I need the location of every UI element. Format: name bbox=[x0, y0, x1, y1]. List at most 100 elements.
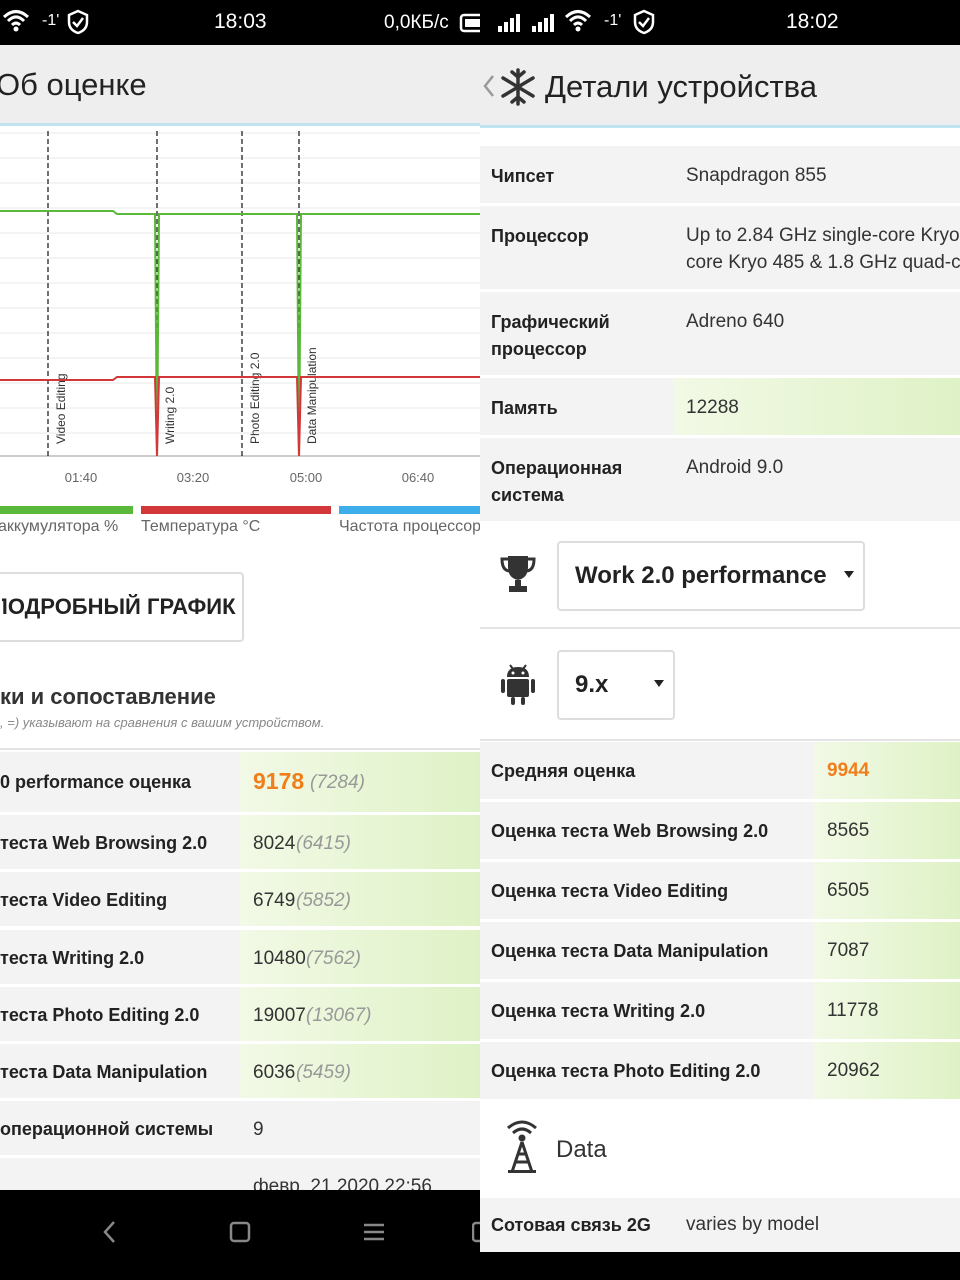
score-row: Оценка теста Photo Editing 2.0 20962 bbox=[480, 1042, 960, 1102]
spec-row: Чипсет Snapdragon 855 bbox=[480, 146, 960, 206]
score-value: 20962 bbox=[827, 1060, 880, 1081]
spec-value: Android 9.0 bbox=[686, 454, 783, 481]
comparison-value: (13067) bbox=[306, 1005, 372, 1026]
status-bar: -1' 18:03 0,0КБ/с bbox=[0, 0, 480, 45]
score-value-cell: 11778 bbox=[813, 982, 960, 1039]
comparison-value: (5852) bbox=[296, 890, 351, 911]
divider bbox=[480, 627, 960, 629]
comparison-value: (7284) bbox=[310, 772, 365, 793]
spec-value-line: Adreno 640 bbox=[686, 311, 785, 332]
score-value-cell: 19007 (13067) bbox=[240, 987, 480, 1041]
spec-value-line: 12288 bbox=[686, 397, 739, 418]
data-section-title: Data bbox=[556, 1136, 607, 1163]
dropdown-arrow-icon bbox=[653, 676, 665, 694]
back-nav-icon[interactable] bbox=[100, 1218, 120, 1253]
score-label: Оценка теста Web Browsing 2.0 bbox=[491, 821, 769, 841]
cellular-2g-value: varies by model bbox=[686, 1214, 820, 1235]
spec-label-line: процессор bbox=[491, 339, 587, 359]
detailed-graph-button[interactable]: ПОДРОБНЫЙ ГРАФИК bbox=[0, 572, 244, 642]
back-chevron-icon[interactable] bbox=[482, 73, 496, 104]
test-marker-label: Video Editing bbox=[54, 374, 68, 445]
spec-label: Операционная система bbox=[491, 455, 622, 509]
battery-chart: Video Editing Writing 2.0 Photo Editing 2.… bbox=[0, 126, 480, 486]
spec-value: 12288 bbox=[686, 394, 739, 421]
score-label: теста Data Manipulation bbox=[0, 1062, 208, 1082]
spec-row: Память 12288 bbox=[480, 378, 960, 438]
score-row: теста Photo Editing 2.0 19007 (13067) bbox=[0, 987, 480, 1044]
score-value: 11778 bbox=[827, 1000, 879, 1021]
detailed-graph-button-label: ПОДРОБНЫЙ ГРАФИК bbox=[0, 594, 236, 619]
navigation-bar bbox=[0, 1190, 480, 1280]
score-row: теста Video Editing 6749 (5852) bbox=[0, 872, 480, 929]
spec-value-line: Android 9.0 bbox=[686, 457, 784, 478]
score-value: 9 bbox=[253, 1119, 264, 1140]
signal-icon-2 bbox=[530, 12, 560, 38]
wifi-icon bbox=[564, 8, 592, 40]
score-row: Оценка теста Writing 2.0 11778 bbox=[480, 982, 960, 1042]
bottom-bar bbox=[480, 1252, 960, 1280]
legend-frequency-label: Частота процессора bbox=[339, 518, 480, 535]
spec-label-line: Операционная bbox=[491, 458, 623, 478]
score-value: 6505 bbox=[827, 880, 870, 901]
spec-label-line: Процессор bbox=[491, 226, 589, 246]
clock: 18:03 bbox=[214, 10, 267, 33]
spec-label: Чипсет bbox=[491, 163, 554, 190]
score-row: Оценка теста Data Manipulation 7087 bbox=[480, 922, 960, 982]
menu-nav-icon[interactable] bbox=[362, 1218, 386, 1253]
score-value: 9944 bbox=[827, 760, 870, 781]
score-value: 7087 bbox=[827, 940, 870, 961]
score-value-cell: 6036 (5459) bbox=[240, 1044, 480, 1098]
score-row: теста Writing 2.0 10480 (7562) bbox=[0, 930, 480, 987]
version-select[interactable]: 9.x bbox=[557, 650, 675, 720]
average-score-row: Средняя оценка 9944 bbox=[480, 742, 960, 802]
home-nav-icon[interactable] bbox=[229, 1218, 251, 1253]
score-value-cell: 10480 (7562) bbox=[240, 930, 480, 984]
comparison-value: (7562) bbox=[306, 948, 361, 969]
android-icon bbox=[500, 663, 536, 712]
spec-label: Память bbox=[491, 395, 558, 422]
spec-row: Процессор Up to 2.84 GHz single-core Kryo… bbox=[480, 206, 960, 292]
shield-icon bbox=[632, 9, 656, 41]
comparison-value: (5459) bbox=[296, 1062, 351, 1083]
chart-legend: аккумулятора % Температура °C Частота пр… bbox=[0, 506, 480, 546]
score-value-cell: 6505 bbox=[813, 862, 960, 919]
battery-line bbox=[0, 210, 480, 457]
score-row: Оценка теста Video Editing 6505 bbox=[480, 862, 960, 922]
section-note: , =) указывают на сравнения с вашим устр… bbox=[0, 715, 325, 730]
spec-label: Графический процессор bbox=[491, 309, 610, 363]
benchmark-select[interactable]: Work 2.0 performance bbox=[557, 541, 865, 611]
score-value-cell: 9 bbox=[240, 1101, 480, 1155]
spec-value: Snapdragon 855 bbox=[686, 162, 827, 189]
x-tick-label: 03:20 bbox=[177, 470, 210, 485]
score-value: 19007 bbox=[253, 1005, 306, 1026]
spec-label: Процессор bbox=[491, 223, 589, 250]
x-tick-label: 01:40 bbox=[65, 470, 98, 485]
x-tick-label: 06:40 bbox=[402, 470, 435, 485]
spec-value-cell: 12288 bbox=[673, 378, 960, 435]
score-value-cell: 8565 bbox=[813, 802, 960, 859]
spec-value: Adreno 640 bbox=[686, 308, 784, 335]
network-speed: 0,0КБ/с bbox=[384, 12, 449, 33]
score-label: 0 performance оценка bbox=[0, 772, 192, 792]
left-screen: -1' 18:03 0,0КБ/с Об оценке Video Editin… bbox=[0, 0, 480, 1280]
page-title: Об оценке bbox=[0, 67, 147, 102]
score-label: теста Writing 2.0 bbox=[0, 948, 145, 968]
score-value: 9178 bbox=[253, 768, 305, 794]
version-select-value: 9.x bbox=[575, 671, 609, 698]
spec-value-cell: Android 9.0 bbox=[480, 438, 960, 521]
spec-label-line: Чипсет bbox=[491, 166, 555, 186]
edge-nav-icon bbox=[471, 1218, 480, 1253]
x-tick-label: 05:00 bbox=[290, 470, 323, 485]
app-bar: Об оценке bbox=[0, 45, 480, 126]
comparison-value: (6415) bbox=[296, 833, 351, 854]
snowflake-icon bbox=[498, 67, 538, 112]
spec-value-cell: Up to 2.84 GHz single-core Kryo core Kryo… bbox=[480, 206, 960, 289]
score-label: Оценка теста Data Manipulation bbox=[491, 941, 769, 961]
score-value-cell: 20962 bbox=[813, 1042, 960, 1099]
test-marker-label: Data Manipulation bbox=[305, 347, 319, 444]
score-value: 10480 bbox=[253, 948, 306, 969]
spec-row: Графический процессор Adreno 640 bbox=[480, 292, 960, 378]
signal-icon bbox=[496, 12, 526, 38]
score-value: 8024 bbox=[253, 833, 296, 854]
score-value-cell: 8024 (6415) bbox=[240, 815, 480, 869]
